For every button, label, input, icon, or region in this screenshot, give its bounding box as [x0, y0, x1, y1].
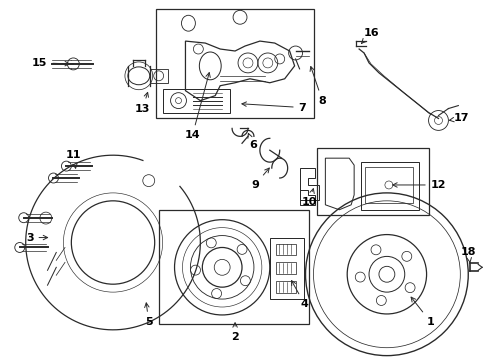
Bar	[269, 238, 303, 299]
Text: 8: 8	[309, 67, 325, 105]
Text: 7: 7	[242, 102, 306, 113]
Text: 14: 14	[184, 73, 210, 140]
Bar	[149, 69, 167, 83]
Text: 6: 6	[247, 134, 256, 150]
Bar	[158, 210, 309, 324]
Text: 9: 9	[250, 168, 269, 190]
Text: 10: 10	[301, 189, 317, 207]
Text: 1: 1	[410, 297, 433, 327]
Bar	[275, 262, 295, 274]
Text: 12: 12	[392, 180, 446, 190]
Bar	[360, 162, 418, 210]
Text: 11: 11	[65, 150, 81, 168]
Bar	[275, 281, 295, 293]
Text: 17: 17	[448, 113, 468, 123]
Text: 3: 3	[26, 233, 47, 243]
Bar	[155, 9, 314, 118]
Bar	[275, 243, 295, 255]
Text: 18: 18	[460, 247, 475, 263]
Circle shape	[378, 266, 394, 282]
Text: 13: 13	[135, 93, 150, 113]
Bar	[365, 167, 412, 203]
Text: 15: 15	[32, 58, 69, 68]
Text: 16: 16	[361, 28, 378, 43]
Text: 4: 4	[291, 280, 308, 309]
Bar	[317, 148, 427, 215]
Text: 2: 2	[231, 323, 239, 342]
Text: 5: 5	[144, 303, 152, 327]
Bar	[163, 89, 230, 113]
